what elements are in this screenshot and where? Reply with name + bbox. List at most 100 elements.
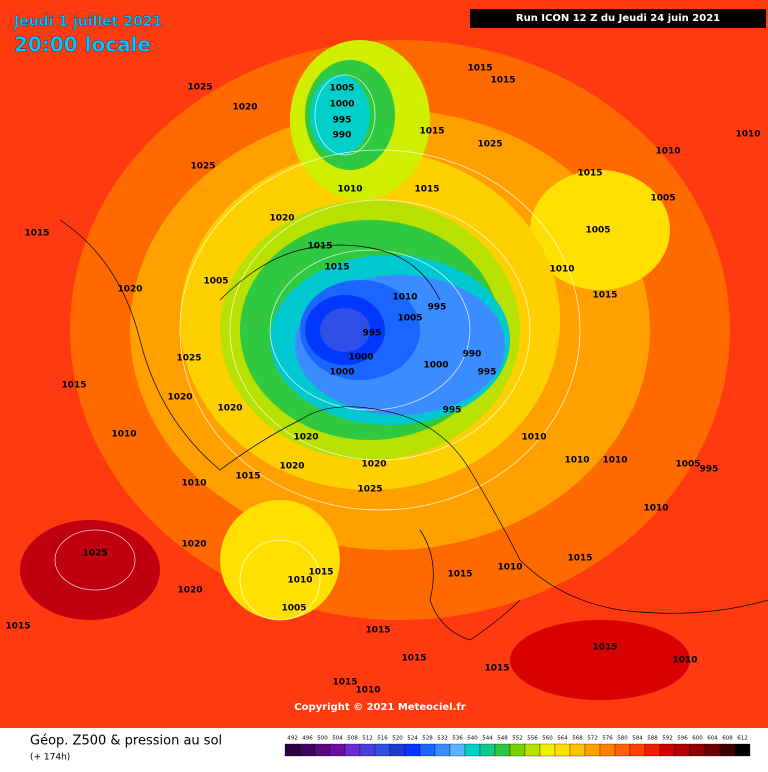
pressure-label: 1015 [592,291,617,301]
pressure-label: 1020 [361,460,386,470]
coastlines [59,219,768,641]
scale-swatch [374,743,391,757]
pressure-label: 1025 [477,140,502,150]
pressure-label: 1010 [564,456,589,466]
scale-swatch [554,743,571,757]
pressure-label: 1010 [521,433,546,443]
scale-label: 608 [722,736,733,742]
pressure-label: 1010 [497,563,522,573]
pressure-label: 1015 [592,643,617,653]
scale-label: 504 [332,736,343,742]
scale-swatch [629,743,646,757]
pressure-label: 1000 [423,361,448,371]
scale-label: 524 [407,736,418,742]
scale-label: 564 [557,736,568,742]
scale-swatch [434,743,451,757]
footer-lead: (+ 174h) [30,753,70,763]
scale-label: 580 [617,736,628,742]
pressure-label: 990 [463,350,482,360]
pressure-label: 1005 [675,460,700,470]
color-scale: 492 496 500 504 508 512 516 520 524 528 532 536 540 5… [284,736,751,757]
pressure-label: 1010 [111,430,136,440]
pressure-label: 1010 [643,504,668,514]
scale-swatch [704,743,721,757]
scale-label: 612 [737,736,748,742]
pressure-label: 1015 [419,127,444,137]
scale-label: 500 [317,736,328,742]
scale-swatch [299,743,316,757]
scale-label: 532 [437,736,448,742]
pressure-label: 1015 [61,381,86,391]
scale-swatch [734,743,751,757]
forecast-time: 20:00 locale [14,33,151,57]
scale-label: 508 [347,736,358,742]
pressure-labels: 1025 1020 1005 1000 995 990 1015 1015 1015 1025 10… [5,64,760,696]
pressure-label: 995 [478,368,497,378]
scale-label: 572 [587,736,598,742]
pressure-label: 995 [700,465,719,475]
scale-label: 516 [377,736,388,742]
geopotential-field [20,40,730,700]
scale-label: 560 [542,736,553,742]
pressure-label: 1015 [365,626,390,636]
pressure-label: 1015 [24,229,49,239]
scale-swatch [419,743,436,757]
scale-swatch [524,743,541,757]
scale-swatch [479,743,496,757]
pressure-label: 1025 [187,83,212,93]
pressure-label: 1005 [397,314,422,324]
scale-label: 600 [692,736,703,742]
pressure-label: 990 [333,131,352,141]
pressure-label: 1020 [232,103,257,113]
pressure-label: 1010 [602,456,627,466]
scale-swatch [404,743,421,757]
pressure-label: 1015 [567,554,592,564]
scale-swatch [599,743,616,757]
scale-swatch [494,743,511,757]
run-banner [470,9,766,28]
scale-swatch [314,743,331,757]
pressure-label: 1020 [217,404,242,414]
scale-swatch [719,743,736,757]
pressure-label: 1005 [650,194,675,204]
pressure-label: 1010 [549,265,574,275]
scale-label: 568 [572,736,583,742]
pressure-label: 1015 [5,622,30,632]
scale-label: 604 [707,736,718,742]
pressure-label: 1025 [190,162,215,172]
scale-label: 520 [392,736,403,742]
pressure-label: 1000 [348,353,373,363]
pressure-label: 1000 [329,100,354,110]
pressure-label: 1005 [329,84,354,94]
scale-swatch [509,743,526,757]
pressure-label: 1005 [203,277,228,287]
run-info: Run ICON 12 Z du Jeudi 24 juin 2021 [516,13,720,24]
scale-swatch [644,743,661,757]
pressure-label: 1015 [577,169,602,179]
scale-label: 584 [632,736,643,742]
pressure-label: 995 [363,329,382,339]
pressure-label: 1005 [585,226,610,236]
pressure-label: 1010 [287,576,312,586]
pressure-label: 1025 [82,549,107,559]
scale-swatch [674,743,691,757]
pressure-label: 1025 [176,354,201,364]
pressure-label: 1015 [235,472,260,482]
scale-label: 576 [602,736,613,742]
scale-swatch [689,743,706,757]
scale-swatch [584,743,601,757]
pressure-label: 1015 [332,678,357,688]
pressure-label: 1015 [401,654,426,664]
scale-swatch [539,743,556,757]
isobars [54,74,581,621]
pressure-label: 1020 [269,214,294,224]
pressure-label: 995 [333,116,352,126]
scale-label: 492 [287,736,298,742]
scale-label: 496 [302,736,313,742]
pressure-label: 1005 [281,604,306,614]
pressure-label: 1010 [672,656,697,666]
pressure-label: 1015 [490,76,515,86]
pressure-label: 995 [428,303,447,313]
pressure-label: 1010 [655,147,680,157]
